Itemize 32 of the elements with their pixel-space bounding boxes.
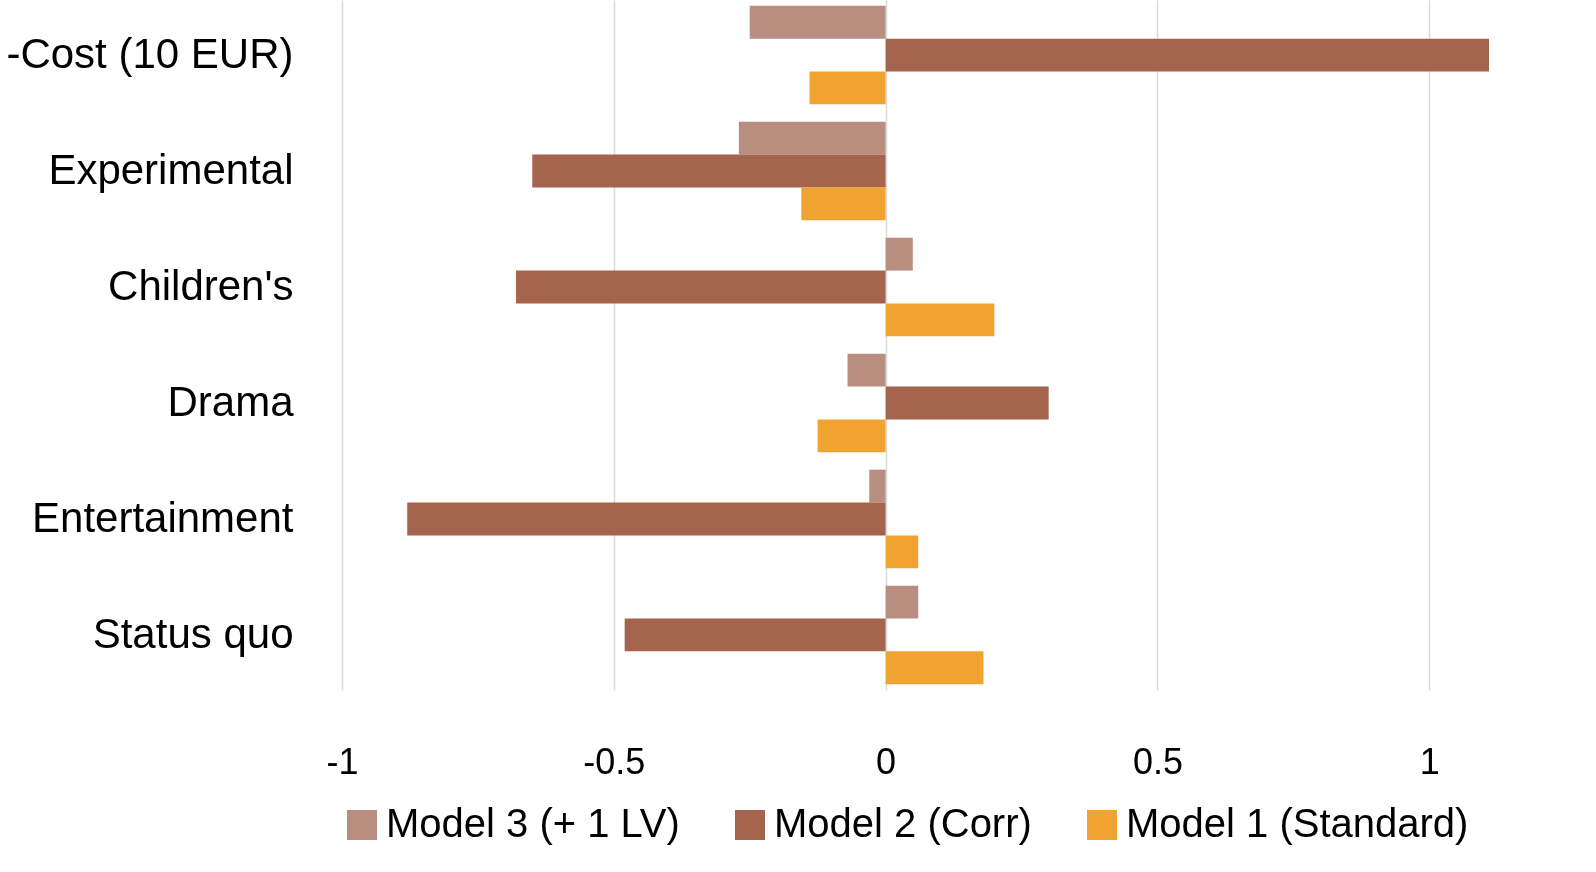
bar xyxy=(885,535,919,569)
bar xyxy=(885,237,913,271)
bar xyxy=(801,187,886,221)
bar xyxy=(809,71,886,105)
legend-label: Model 2 (Corr) xyxy=(774,801,1032,845)
bar xyxy=(515,270,886,304)
bar xyxy=(885,303,995,337)
bar xyxy=(738,121,886,155)
x-tick-label: -1 xyxy=(326,740,359,782)
bar xyxy=(869,469,886,503)
bar xyxy=(624,618,886,652)
bar xyxy=(885,386,1049,420)
y-tick-label: Entertainment xyxy=(32,493,294,541)
bar xyxy=(885,651,984,685)
y-tick-label: -Cost (10 EUR) xyxy=(6,30,294,78)
bar xyxy=(885,585,919,619)
bar xyxy=(532,154,886,188)
legend-label: Model 1 (Standard) xyxy=(1126,801,1469,845)
bar xyxy=(817,419,886,453)
bar xyxy=(847,353,886,387)
x-tick-label: 0.5 xyxy=(1132,740,1183,782)
y-tick-label: Drama xyxy=(167,377,295,425)
legend-label: Model 3 (+ 1 LV) xyxy=(386,801,680,845)
x-tick-label: 0 xyxy=(876,740,897,782)
x-tick-label: -0.5 xyxy=(583,740,646,782)
y-tick-label: Children's xyxy=(108,262,294,310)
bar xyxy=(407,502,886,536)
bar xyxy=(749,5,886,39)
x-tick-label: 1 xyxy=(1419,740,1440,782)
bar xyxy=(885,38,1489,72)
y-tick-label: Experimental xyxy=(48,146,294,194)
y-tick-label: Status quo xyxy=(92,609,294,657)
